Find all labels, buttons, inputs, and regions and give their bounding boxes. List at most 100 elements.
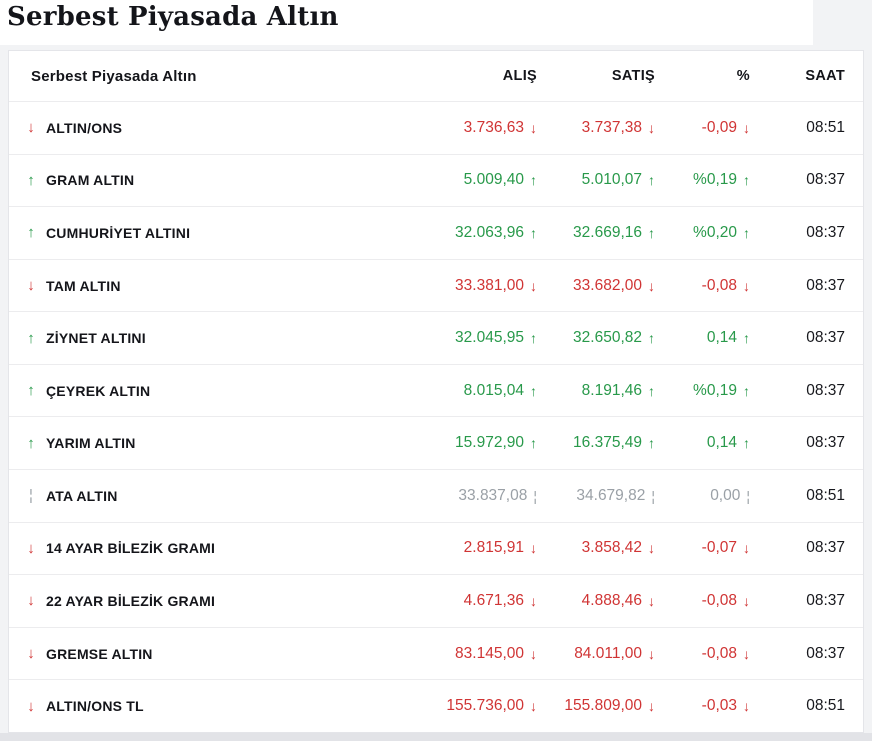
trend-up-icon: ↑ [27, 171, 35, 189]
time-cell: 08:37 [806, 276, 845, 294]
percent-cell: -0,08 ↓ [655, 645, 750, 663]
table-row[interactable]: ↑ CUMHURİYET ALTINI 32.063,96 ↑ 32.669,16 ↑ %0… [9, 206, 863, 259]
trend-down-icon: ↓ [530, 119, 537, 136]
trend-up-icon: ↑ [648, 435, 655, 452]
satis-value: 84.011,00 [574, 644, 642, 662]
percent-value: %0,19 [693, 381, 737, 399]
instrument-label: ZİYNET ALTINI [46, 330, 146, 347]
column-header-satis: SATIŞ [611, 68, 655, 84]
table-row[interactable]: ¦ ATA ALTIN 33.837,08 ¦ 34.679,82 ¦ 0,00 ¦ 08:51 [9, 469, 863, 522]
trend-up-icon: ↑ [27, 329, 35, 347]
table-header-row: Serbest Piyasada Altın ALIŞ SATIŞ % SAAT [9, 51, 863, 101]
trend-down-icon: ↓ [530, 277, 537, 294]
trend-down-icon: ↓ [743, 592, 750, 609]
trend-down-icon: ↓ [27, 592, 35, 610]
alis-value: 15.972,90 [455, 434, 524, 452]
satis-cell: 5.010,07 ↑ [537, 171, 655, 189]
alis-cell: 32.045,95 ↑ [407, 329, 537, 347]
satis-value: 8.191,46 [581, 381, 642, 399]
percent-cell: -0,08 ↓ [655, 277, 750, 295]
time-cell: 08:37 [806, 434, 845, 452]
table-row[interactable]: ↓ ALTIN/ONS TL 155.736,00 ↓ 155.809,00 ↓ -0,03… [9, 679, 863, 732]
table-row[interactable]: ↓ 22 AYAR BİLEZİK GRAMI 4.671,36 ↓ 4.888,46 ↓… [9, 574, 863, 627]
trend-neutral-icon: ¦ [746, 487, 750, 504]
alis-cell: 3.736,63 ↓ [407, 119, 537, 137]
percent-value: %0,20 [693, 223, 737, 241]
trend-up-icon: ↑ [27, 382, 35, 400]
satis-cell: 84.011,00 ↓ [537, 645, 655, 663]
alis-value: 33.381,00 [455, 276, 524, 294]
alis-value: 3.736,63 [463, 118, 524, 136]
satis-cell: 3.858,42 ↓ [537, 539, 655, 557]
table-row[interactable]: ↑ GRAM ALTIN 5.009,40 ↑ 5.010,07 ↑ %0,19 ↑ 08:37 [9, 153, 863, 207]
trend-down-icon: ↓ [743, 119, 750, 136]
trend-up-icon: ↑ [530, 382, 537, 399]
table-row[interactable]: ↓ GREMSE ALTIN 83.145,00 ↓ 84.011,00 ↓ -0,08 ↓ 0… [9, 626, 863, 680]
satis-cell: 33.682,00 ↓ [537, 277, 655, 295]
trend-up-icon: ↑ [648, 224, 655, 241]
satis-value: 16.375,49 [573, 434, 642, 452]
trend-down-icon: ↓ [27, 539, 35, 557]
satis-value: 32.669,16 [573, 223, 642, 241]
satis-value: 4.888,46 [581, 591, 642, 609]
instrument-cell: ↓ GREMSE ALTIN [24, 646, 407, 662]
percent-value: -0,08 [701, 276, 737, 294]
instrument-cell: ↓ 14 AYAR BİLEZİK GRAMI [24, 540, 407, 556]
alis-cell: 33.381,00 ↓ [407, 277, 537, 295]
alis-value: 32.045,95 [455, 329, 524, 347]
alis-cell: 83.145,00 ↓ [407, 645, 537, 663]
instrument-cell: ↑ GRAM ALTIN [24, 172, 407, 188]
column-header-percent: % [736, 68, 750, 84]
alis-value: 33.837,08 [458, 486, 528, 504]
trend-down-icon: ↓ [530, 592, 537, 609]
table-body: ↓ ALTIN/ONS 3.736,63 ↓ 3.737,38 ↓ -0,09 ↓ 08:51 ↑… [9, 101, 863, 732]
instrument-label: CUMHURİYET ALTINI [46, 224, 191, 241]
alis-value: 32.063,96 [455, 223, 524, 241]
instrument-label: ALTIN/ONS TL [46, 698, 144, 715]
percent-value: -0,08 [701, 591, 737, 609]
alis-cell: 15.972,90 ↑ [407, 434, 537, 452]
page-title: Serbest Piyasada Altın [7, 2, 339, 32]
trend-down-icon: ↓ [27, 119, 35, 137]
trend-up-icon: ↑ [27, 224, 35, 242]
percent-cell: -0,09 ↓ [655, 119, 750, 137]
instrument-cell: ↓ ALTIN/ONS TL [24, 698, 407, 714]
instrument-cell: ¦ ATA ALTIN [24, 488, 407, 504]
percent-cell: 0,14 ↑ [655, 329, 750, 347]
trend-up-icon: ↑ [648, 172, 655, 189]
instrument-label: ALTIN/ONS [46, 119, 123, 136]
table-row[interactable]: ↓ TAM ALTIN 33.381,00 ↓ 33.682,00 ↓ -0,08 ↓ 08:3… [9, 258, 863, 312]
instrument-label: TAM ALTIN [46, 277, 121, 294]
trend-down-icon: ↓ [743, 540, 750, 557]
percent-cell: 0,14 ↑ [655, 434, 750, 452]
alis-value: 155.736,00 [446, 697, 524, 715]
table-row[interactable]: ↑ ZİYNET ALTINI 32.045,95 ↑ 32.650,82 ↑ 0,14 ↑ 0… [9, 311, 863, 364]
percent-value: -0,07 [701, 539, 737, 557]
alis-value: 8.015,04 [463, 381, 524, 399]
trend-down-icon: ↓ [743, 645, 750, 662]
trend-down-icon: ↓ [530, 540, 537, 557]
satis-value: 33.682,00 [573, 276, 642, 294]
satis-value: 32.650,82 [573, 329, 642, 347]
time-cell: 08:51 [806, 118, 845, 136]
instrument-label: 14 AYAR BİLEZİK GRAMI [46, 540, 216, 557]
trend-down-icon: ↓ [648, 277, 655, 294]
percent-cell: %0,19 ↑ [655, 382, 750, 400]
trend-up-icon: ↑ [743, 172, 750, 189]
table-title: Serbest Piyasada Altın [31, 67, 197, 85]
trend-down-icon: ↓ [648, 540, 655, 557]
percent-cell: 0,00 ¦ [655, 487, 750, 505]
trend-down-icon: ↓ [27, 645, 35, 663]
table-row[interactable]: ↑ ÇEYREK ALTIN 8.015,04 ↑ 8.191,46 ↑ %0,19 ↑ 08:… [9, 363, 863, 417]
table-row[interactable]: ↓ ALTIN/ONS 3.736,63 ↓ 3.737,38 ↓ -0,09 ↓ 08:51 [9, 101, 863, 154]
trend-down-icon: ↓ [648, 698, 655, 715]
trend-neutral-icon: ¦ [533, 487, 537, 504]
time-cell: 08:37 [806, 171, 845, 189]
alis-cell: 155.736,00 ↓ [407, 697, 537, 715]
table-row[interactable]: ↑ YARIM ALTIN 15.972,90 ↑ 16.375,49 ↑ 0,14 ↑ 08:… [9, 416, 863, 470]
instrument-cell: ↓ 22 AYAR BİLEZİK GRAMI [24, 593, 407, 609]
instrument-label: YARIM ALTIN [46, 435, 136, 452]
trend-down-icon: ↓ [530, 645, 537, 662]
table-row[interactable]: ↓ 14 AYAR BİLEZİK GRAMI 2.815,91 ↓ 3.858,42 ↓… [9, 521, 863, 575]
gold-prices-table: Serbest Piyasada Altın ALIŞ SATIŞ % SAAT… [8, 50, 864, 733]
